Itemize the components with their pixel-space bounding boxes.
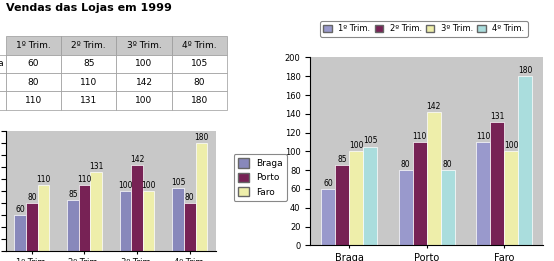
Bar: [14, 215, 26, 251]
Bar: [79, 185, 90, 251]
Bar: [184, 203, 196, 251]
Text: 180: 180: [194, 133, 208, 142]
Bar: [321, 189, 335, 245]
Text: 85: 85: [337, 155, 347, 164]
Bar: [413, 142, 427, 245]
Text: 80: 80: [185, 193, 194, 202]
Bar: [490, 122, 504, 245]
Bar: [476, 142, 490, 245]
Text: 105: 105: [171, 178, 186, 187]
Bar: [518, 76, 532, 245]
Text: 100: 100: [504, 141, 519, 150]
Bar: [504, 151, 518, 245]
Text: 100: 100: [349, 141, 363, 150]
Bar: [399, 170, 413, 245]
Legend: 1º Trim., 2º Trim., 3º Trim., 4º Trim.: 1º Trim., 2º Trim., 3º Trim., 4º Trim.: [320, 21, 528, 37]
Bar: [26, 203, 38, 251]
Bar: [120, 191, 131, 251]
Bar: [172, 187, 184, 251]
Bar: [90, 172, 102, 251]
Text: 80: 80: [27, 193, 37, 202]
Text: 180: 180: [518, 66, 532, 75]
Bar: [335, 165, 349, 245]
Text: 80: 80: [401, 160, 411, 169]
Bar: [196, 143, 207, 251]
Text: 60: 60: [323, 179, 333, 188]
Bar: [131, 165, 143, 251]
Text: 142: 142: [130, 155, 144, 164]
Text: 60: 60: [16, 205, 25, 214]
Bar: [143, 191, 155, 251]
Text: 131: 131: [89, 162, 103, 171]
Text: 80: 80: [443, 160, 452, 169]
Text: 105: 105: [363, 136, 377, 145]
Text: Vendas das Lojas em 1999: Vendas das Lojas em 1999: [6, 3, 171, 13]
Text: 131: 131: [490, 112, 504, 121]
Bar: [38, 185, 49, 251]
Text: 100: 100: [119, 181, 133, 190]
Text: 110: 110: [78, 175, 91, 184]
Text: 110: 110: [36, 175, 50, 184]
Text: 110: 110: [476, 132, 490, 141]
Legend: Braga, Porto, Faro: Braga, Porto, Faro: [234, 154, 287, 201]
Bar: [427, 112, 440, 245]
Bar: [440, 170, 454, 245]
Text: 110: 110: [412, 132, 427, 141]
Text: 100: 100: [141, 181, 156, 190]
Bar: [67, 199, 79, 251]
Bar: [349, 151, 363, 245]
Text: 142: 142: [427, 102, 441, 110]
Text: 85: 85: [68, 190, 78, 199]
Bar: [363, 147, 377, 245]
